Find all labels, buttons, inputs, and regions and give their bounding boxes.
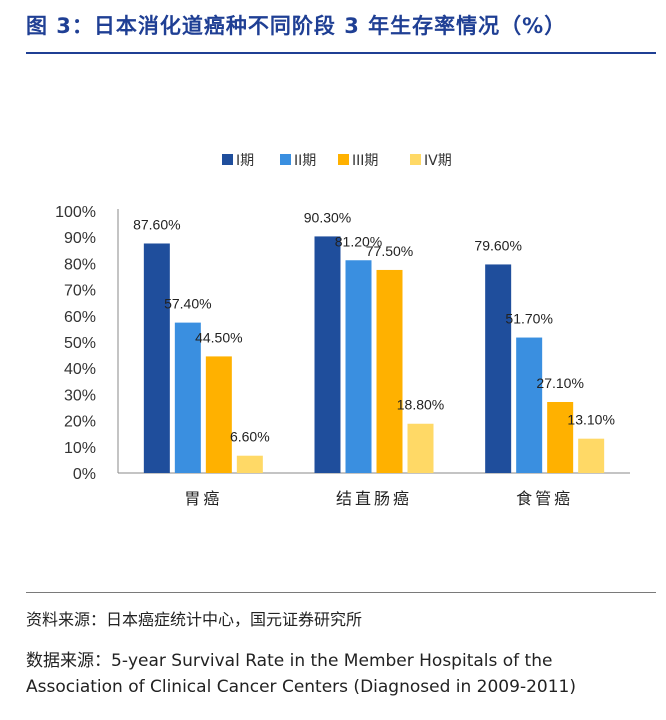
category-label-3: 食管癌	[516, 489, 573, 508]
data-source-label: 数据来源：	[26, 651, 111, 671]
source-line: 资料来源：日本癌症统计中心，国元证券研究所	[26, 606, 362, 630]
y-tick-label: 10%	[64, 440, 96, 457]
y-tick-label: 80%	[64, 256, 96, 273]
bar-3-3	[547, 401, 574, 473]
y-tick-label: 100%	[55, 204, 96, 221]
source-text: 日本癌症统计中心，国元证券研究所	[106, 610, 363, 629]
y-tick-label: 0%	[73, 466, 96, 483]
bar-1-3	[205, 356, 232, 473]
legend-label-3: III期	[352, 153, 378, 169]
bar-3-1	[485, 264, 512, 473]
bar-2-3	[376, 269, 403, 473]
data-label: 6.60%	[230, 429, 270, 445]
y-tick-label: 30%	[64, 387, 96, 404]
data-label: 44.50%	[195, 329, 242, 345]
category-label-2: 结直肠癌	[336, 489, 412, 508]
data-source-text: 5-year Survival Rate in the Member Hospi…	[26, 651, 576, 697]
y-tick-label: 90%	[64, 230, 96, 247]
data-label: 90.30%	[304, 209, 351, 225]
data-label: 51.70%	[505, 311, 552, 327]
legend-label-4: IV期	[424, 153, 452, 169]
bar-1-2	[174, 322, 201, 473]
data-label: 27.10%	[536, 375, 583, 391]
bar-2-4	[407, 423, 434, 473]
y-tick-label: 50%	[64, 335, 96, 352]
source-label: 资料来源：	[26, 610, 107, 629]
chart-title: 图 3：日本消化道癌种不同阶段 3 年生存率情况（%）	[26, 14, 567, 38]
y-tick-label: 60%	[64, 309, 96, 326]
category-label-1: 胃癌	[184, 489, 222, 508]
bar-3-2	[516, 337, 543, 473]
bar-1-4	[236, 455, 263, 473]
legend-swatch-2	[280, 154, 291, 165]
legend-swatch-3	[338, 154, 349, 165]
data-label: 13.10%	[567, 412, 614, 428]
data-label: 18.80%	[397, 397, 444, 413]
source-divider	[26, 592, 656, 593]
data-label: 81.20%	[335, 233, 382, 249]
bar-2-2	[345, 260, 372, 473]
legend-swatch-4	[410, 154, 421, 165]
y-tick-label: 40%	[64, 361, 96, 378]
legend-swatch-1	[222, 154, 233, 165]
bar-2-1	[314, 236, 341, 473]
data-source-line: 数据来源：5-year Survival Rate in the Member …	[26, 648, 626, 700]
data-label: 87.60%	[133, 216, 180, 232]
title-divider	[26, 52, 656, 54]
legend-label-2: II期	[294, 153, 316, 169]
data-label: 57.40%	[164, 296, 211, 312]
bar-3-4	[578, 438, 605, 473]
bar-1-1	[143, 243, 170, 473]
y-tick-label: 70%	[64, 283, 96, 300]
data-label: 77.50%	[366, 243, 413, 259]
data-label: 79.60%	[474, 237, 521, 253]
y-tick-label: 20%	[64, 414, 96, 431]
bar-chart: I期 II期 III期 IV期 0% 10% 20% 30% 40% 50% 60% 70% 80% 90…	[55, 153, 630, 508]
legend-label-1: I期	[236, 153, 254, 169]
